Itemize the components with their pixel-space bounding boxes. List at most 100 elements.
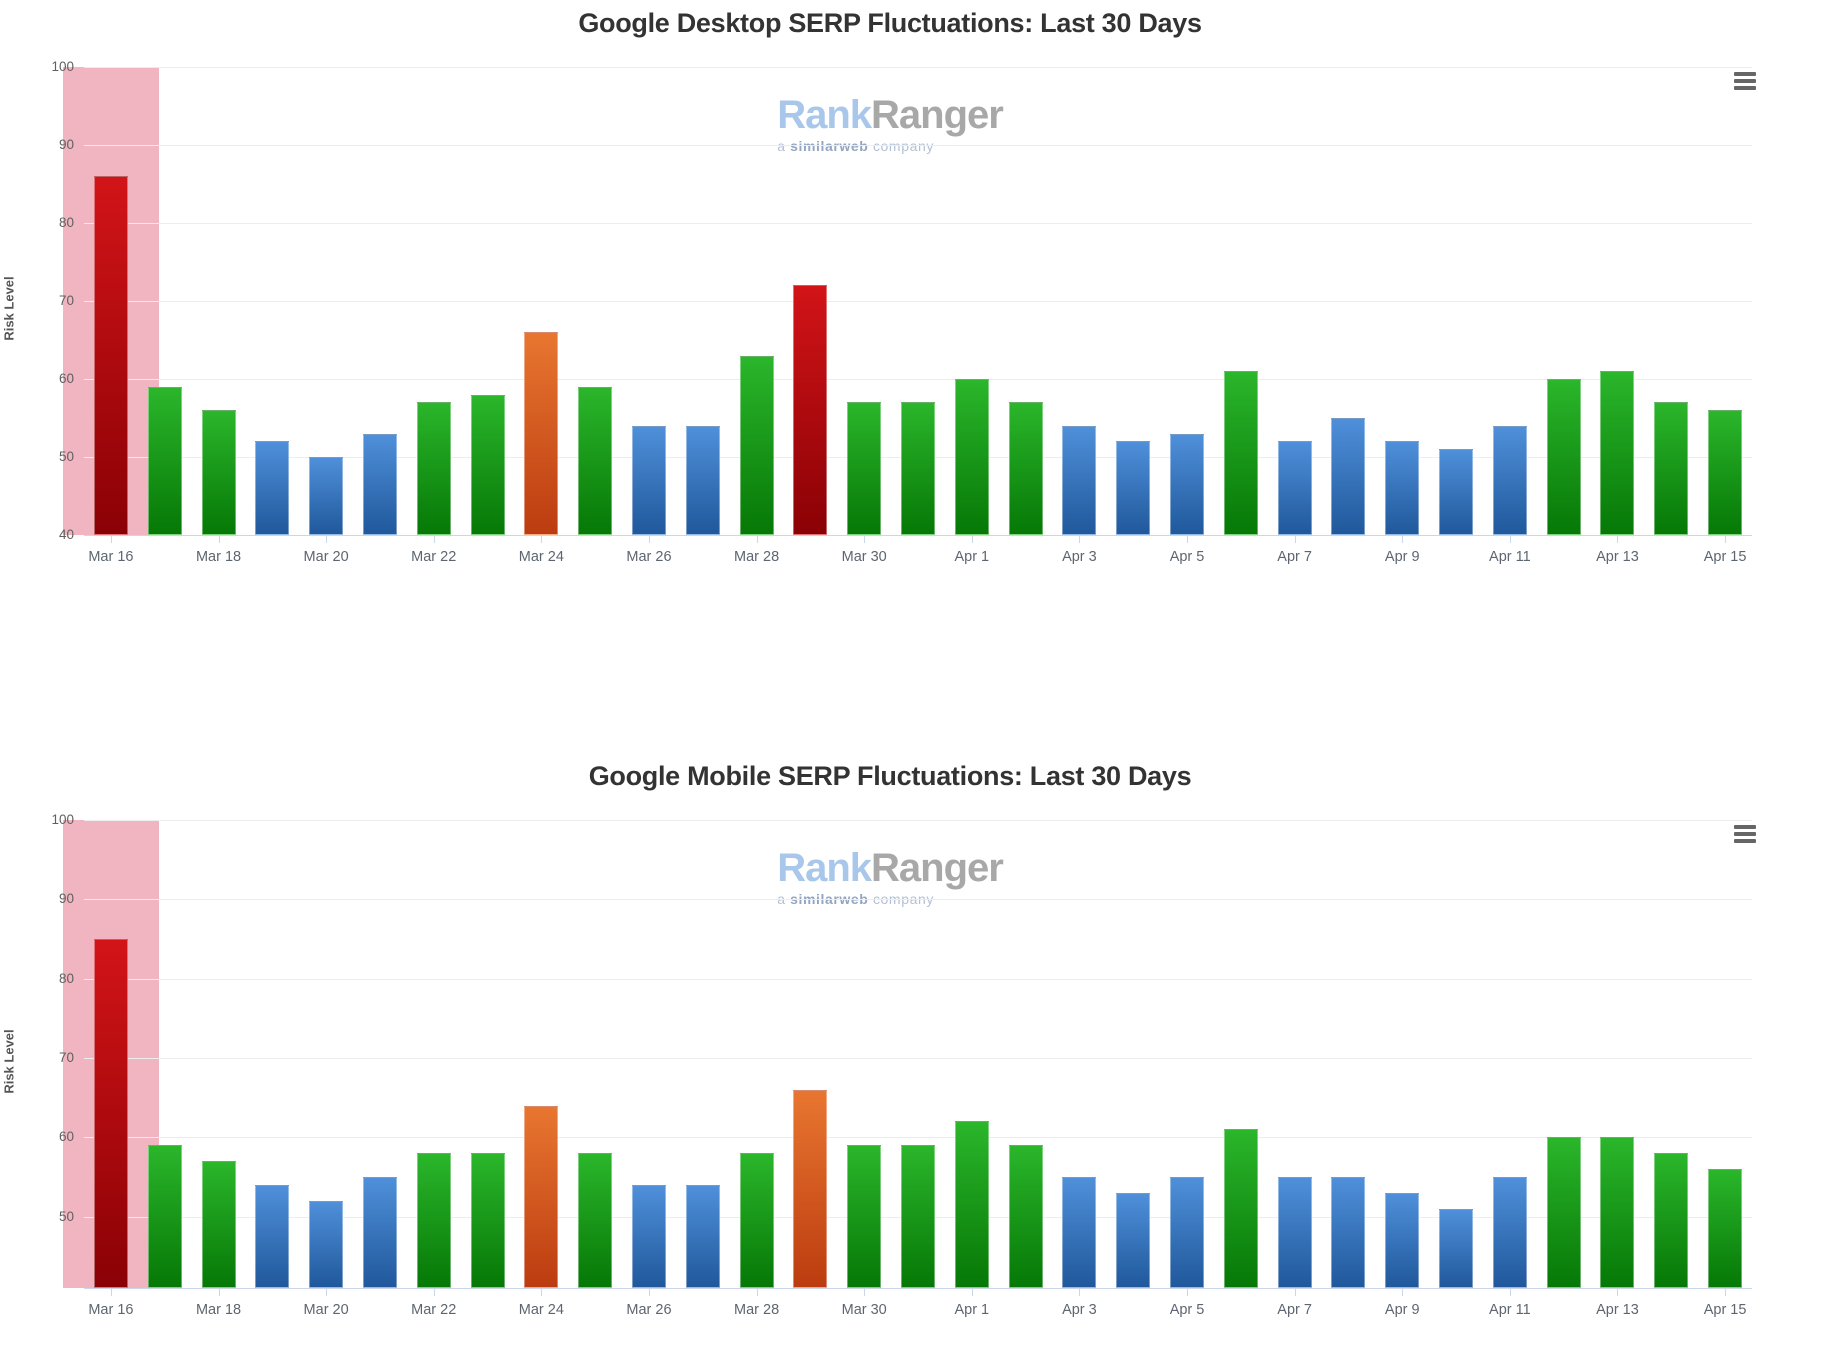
x-axis-label-Apr-13: Apr 13 <box>1596 549 1639 565</box>
y-axis-label-60: 60 <box>58 1129 74 1145</box>
bar-Mar-22[interactable] <box>416 402 451 535</box>
bar-Apr-11[interactable] <box>1492 1176 1527 1288</box>
bar-Mar-25[interactable] <box>578 386 613 535</box>
bar-Mar-28[interactable] <box>739 1153 774 1288</box>
x-axis-label-Mar-16: Mar 16 <box>88 1302 134 1318</box>
bar-Apr-3[interactable] <box>1062 1176 1097 1288</box>
bar-Apr-10[interactable] <box>1439 449 1474 535</box>
bar-Mar-26[interactable] <box>631 1184 666 1288</box>
bar-Apr-1[interactable] <box>954 379 989 535</box>
bar-Mar-30[interactable] <box>847 1145 882 1288</box>
bar-Apr-5[interactable] <box>1170 433 1205 535</box>
bar-Mar-23[interactable] <box>470 394 505 535</box>
gridline-60 <box>84 379 1752 380</box>
bar-Mar-18[interactable] <box>201 1161 236 1288</box>
y-axis-label-90: 90 <box>58 891 74 907</box>
bar-Mar-28[interactable] <box>739 355 774 535</box>
x-axis-label-Mar-30: Mar 30 <box>841 549 887 565</box>
bar-Mar-31[interactable] <box>901 402 935 535</box>
x-axis-label-Apr-11: Apr 11 <box>1489 1302 1531 1318</box>
bar-Mar-29[interactable] <box>793 285 828 535</box>
bar-Mar-26[interactable] <box>631 425 666 535</box>
bar-Apr-15[interactable] <box>1708 1169 1743 1288</box>
plot-area: 40 50 60 70 80 90 100 Mar 16 Mar 18 Mar 20 Mar 22 M… <box>0 0 1780 615</box>
x-axis-tick-Apr-5 <box>1187 1289 1189 1296</box>
bar-Mar-24[interactable] <box>524 332 559 535</box>
x-axis-tick-Mar-16 <box>110 536 112 543</box>
x-axis-tick-Mar-30 <box>864 536 866 543</box>
x-axis-label-Apr-9: Apr 9 <box>1384 1302 1420 1318</box>
bar-Mar-17[interactable] <box>147 386 182 535</box>
bar-Mar-17[interactable] <box>147 1145 182 1288</box>
x-axis-tick-Mar-20 <box>326 536 328 543</box>
bar-Mar-19[interactable] <box>255 441 290 535</box>
x-axis-label-Apr-7: Apr 7 <box>1277 549 1312 565</box>
y-axis-label-70: 70 <box>58 1049 74 1065</box>
bar-Mar-19[interactable] <box>255 1184 290 1288</box>
bar-Mar-21[interactable] <box>362 433 397 535</box>
x-axis-tick-Mar-28 <box>756 1289 758 1296</box>
bar-Apr-7[interactable] <box>1277 441 1312 535</box>
x-axis-label-Apr-7: Apr 7 <box>1277 1302 1312 1318</box>
bar-Apr-14[interactable] <box>1654 1153 1689 1288</box>
x-axis-label-Apr-1: Apr 1 <box>954 549 990 565</box>
bar-Apr-2[interactable] <box>1008 402 1043 535</box>
x-axis-label-Apr-13: Apr 13 <box>1596 1302 1639 1318</box>
x-axis-label-Mar-26: Mar 26 <box>626 549 672 565</box>
bar-Apr-10[interactable] <box>1439 1208 1474 1288</box>
bar-Apr-8[interactable] <box>1331 418 1366 535</box>
bar-Apr-4[interactable] <box>1116 1192 1151 1288</box>
bar-Apr-14[interactable] <box>1654 402 1689 535</box>
bar-Apr-1[interactable] <box>954 1121 989 1288</box>
bar-Apr-12[interactable] <box>1546 379 1581 535</box>
bar-Mar-25[interactable] <box>578 1153 613 1288</box>
bar-Mar-20[interactable] <box>309 457 344 535</box>
bar-Mar-20[interactable] <box>309 1200 344 1288</box>
x-axis-tick-Apr-15 <box>1725 536 1727 543</box>
bar-Mar-27[interactable] <box>685 425 720 535</box>
bar-Apr-5[interactable] <box>1170 1176 1205 1288</box>
x-axis-tick-Apr-13 <box>1617 536 1619 543</box>
gridline-100 <box>84 67 1752 68</box>
bar-Apr-6[interactable] <box>1223 371 1258 535</box>
x-axis-tick-Apr-9 <box>1402 1289 1404 1296</box>
bar-Apr-8[interactable] <box>1331 1176 1366 1288</box>
x-axis-tick-Mar-22 <box>433 1289 435 1296</box>
bar-Mar-16[interactable] <box>93 176 128 535</box>
bar-Apr-15[interactable] <box>1708 410 1743 535</box>
x-axis-label-Apr-15: Apr 15 <box>1703 1302 1747 1318</box>
bar-Mar-23[interactable] <box>470 1153 505 1288</box>
gridline-80 <box>84 223 1752 224</box>
bar-Apr-6[interactable] <box>1223 1129 1258 1288</box>
bar-Mar-27[interactable] <box>685 1184 720 1288</box>
y-axis-label-90: 90 <box>58 137 74 152</box>
x-axis-label-Mar-26: Mar 26 <box>626 1302 672 1318</box>
plot-area: 50 60 70 80 90 100 Mar 16 Mar 18 Mar 20 Mar 22 Mar… <box>0 753 1780 1368</box>
bar-Mar-16[interactable] <box>93 938 128 1288</box>
bar-Apr-2[interactable] <box>1008 1145 1043 1288</box>
bar-Mar-22[interactable] <box>416 1153 451 1288</box>
bar-Mar-29[interactable] <box>793 1089 828 1288</box>
bar-Mar-30[interactable] <box>847 402 882 535</box>
bar-Mar-21[interactable] <box>362 1176 397 1288</box>
bar-Apr-3[interactable] <box>1062 425 1097 535</box>
x-axis-tick-Mar-18 <box>218 536 220 543</box>
bar-Apr-9[interactable] <box>1385 1192 1420 1288</box>
bar-Apr-12[interactable] <box>1546 1137 1581 1288</box>
bar-Apr-11[interactable] <box>1492 425 1527 535</box>
bar-Apr-7[interactable] <box>1277 1176 1312 1288</box>
chart-title: Google Desktop SERP Fluctuations: Last 3… <box>578 8 1202 38</box>
bar-Apr-9[interactable] <box>1385 441 1420 535</box>
bar-Mar-18[interactable] <box>201 410 236 535</box>
bar-Mar-24[interactable] <box>524 1105 559 1288</box>
chart-context-menu-icon[interactable] <box>1734 825 1756 847</box>
bar-Mar-31[interactable] <box>901 1145 935 1288</box>
chart-context-menu-icon[interactable] <box>1734 72 1756 94</box>
bar-Apr-13[interactable] <box>1600 371 1635 535</box>
x-axis-label-Mar-24: Mar 24 <box>518 549 564 565</box>
x-axis-label-Apr-1: Apr 1 <box>954 1302 990 1318</box>
y-axis-label-100: 100 <box>51 812 74 827</box>
bar-Apr-4[interactable] <box>1116 441 1151 535</box>
bar-Apr-13[interactable] <box>1600 1137 1635 1288</box>
x-axis-tick-Apr-5 <box>1187 536 1189 543</box>
